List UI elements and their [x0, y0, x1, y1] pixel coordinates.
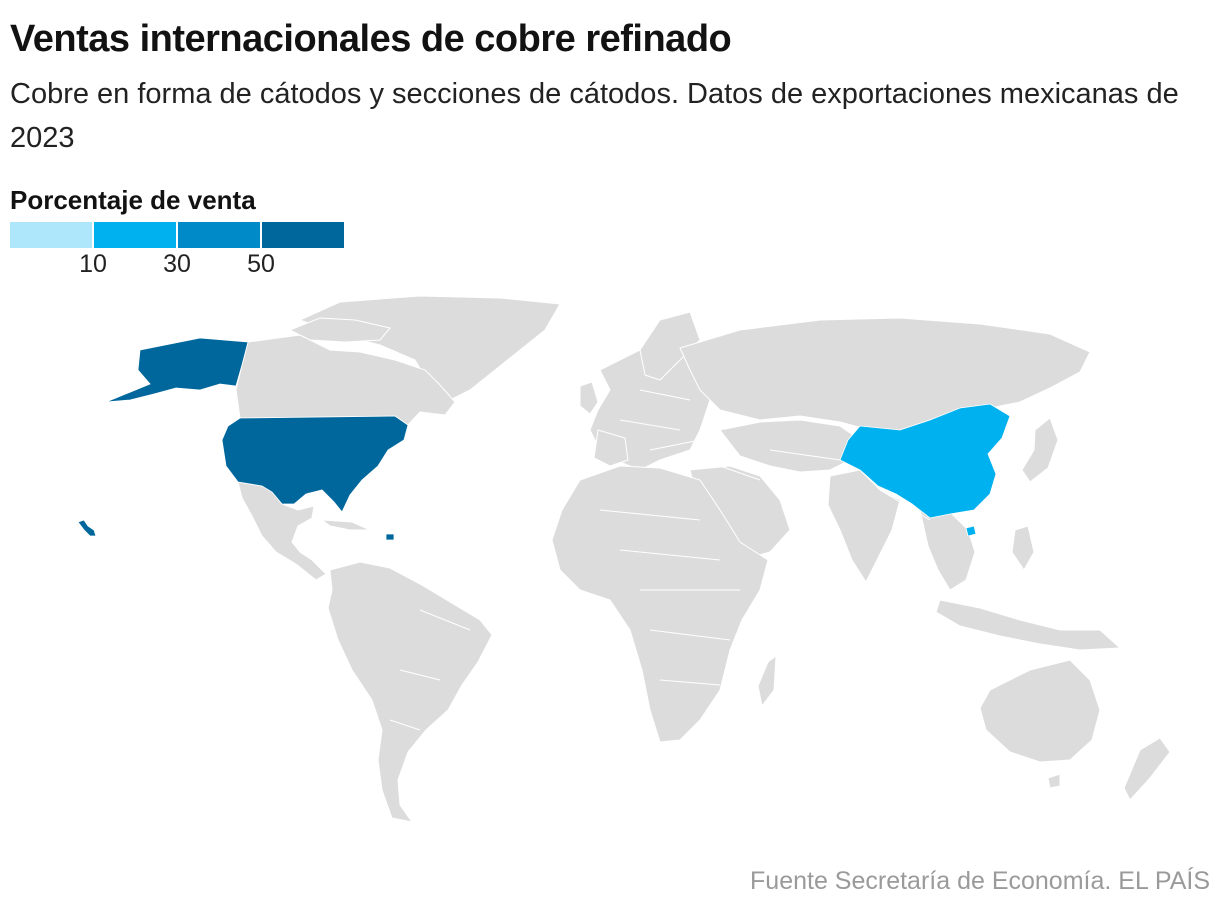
- chart-title: Ventas internacionales de cobre refinado: [10, 18, 732, 60]
- legend-tick-50: 50: [247, 250, 275, 278]
- legend: Porcentaje de venta 10 30 50: [10, 182, 344, 278]
- country-borders: [389, 389, 931, 731]
- country-australia: [979, 659, 1101, 763]
- country-puerto-rico: [385, 533, 395, 541]
- chart-subtitle: Cobre en forma de cátodos y secciones de…: [10, 78, 1179, 154]
- country-russia: [679, 317, 1091, 431]
- legend-swatch-3: [178, 222, 262, 248]
- legend-swatch-2: [94, 222, 178, 248]
- country-canada-islands: [288, 317, 391, 343]
- world-map: [77, 295, 1171, 823]
- country-canada: [235, 334, 456, 426]
- country-philippines: [1011, 525, 1035, 571]
- legend-swatch-4: [262, 222, 344, 248]
- country-africa: [551, 465, 769, 743]
- legend-tick-30: 30: [163, 250, 191, 278]
- country-usa: [221, 415, 409, 513]
- legend-tick-10: 10: [79, 250, 107, 278]
- country-india: [827, 469, 901, 584]
- country-tasmania: [1047, 773, 1061, 789]
- country-iberia: [593, 429, 629, 467]
- legend-swatch-1: [10, 222, 94, 248]
- source-note: Fuente Secretaría de Economía. EL PAÍS: [750, 867, 1210, 895]
- country-cuba: [320, 519, 371, 531]
- legend-color-bar: [10, 222, 344, 248]
- country-southeast-asia: [919, 509, 976, 591]
- country-indonesia: [935, 599, 1122, 651]
- country-china-hainan: [965, 525, 977, 537]
- country-usa-hawaii: [77, 519, 97, 537]
- country-japan: [1021, 417, 1059, 483]
- country-new-zealand: [1123, 737, 1171, 801]
- country-central-asia: [719, 419, 861, 473]
- country-south-america: [327, 561, 493, 823]
- land-masses: [235, 295, 1171, 823]
- country-madagascar: [757, 654, 777, 708]
- country-uk: [579, 381, 599, 415]
- country-china: [839, 403, 1011, 519]
- legend-title: Porcentaje de venta: [10, 185, 256, 215]
- legend-ticks: 10 30 50: [10, 248, 344, 278]
- country-usa-alaska: [105, 337, 249, 403]
